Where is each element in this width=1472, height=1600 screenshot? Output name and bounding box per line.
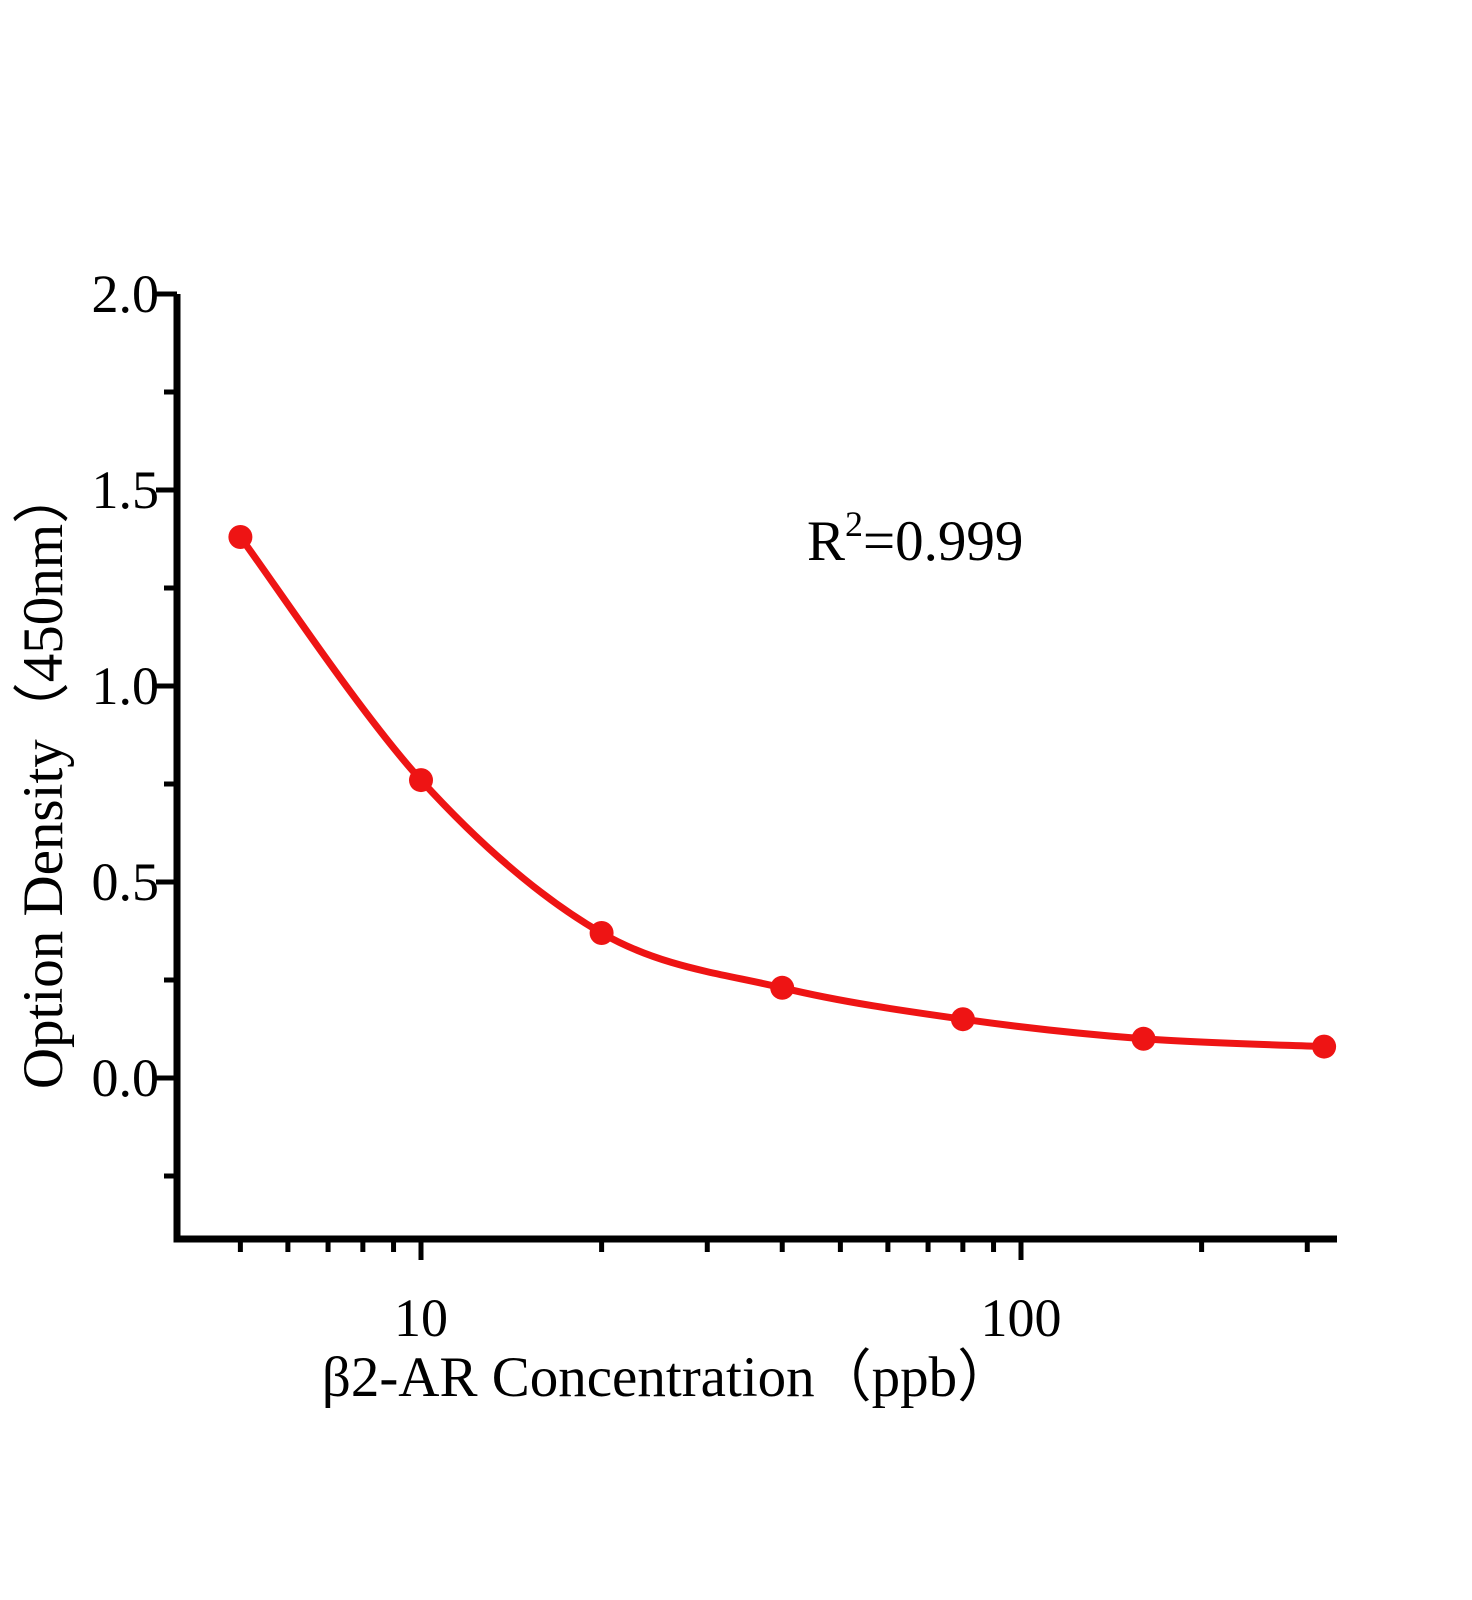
y-tick-label: 1.0	[92, 656, 160, 716]
y-axis-label: Option Density（450nm）	[12, 467, 75, 1089]
y-tick-label: 2.0	[92, 264, 160, 324]
x-axis-label: β2-AR Concentration（ppb）	[322, 1346, 1014, 1409]
axis-ticks	[156, 291, 1310, 1260]
series-standard-curve	[228, 525, 1337, 1059]
y-tick-label: 1.5	[92, 460, 160, 520]
x-tick-label: 100	[981, 1288, 1062, 1348]
r-squared-annotation: R2=0.999	[807, 504, 1023, 573]
y-tick-label: 0.0	[92, 1048, 160, 1108]
data-point-marker	[589, 921, 614, 945]
y-tick-label: 0.5	[92, 852, 160, 912]
axes	[173, 294, 1337, 1243]
data-point-marker	[950, 1007, 975, 1032]
data-point-marker	[409, 768, 433, 793]
x-tick-label: 10	[394, 1288, 448, 1348]
data-point-marker	[770, 975, 795, 1000]
tick-labels: 10 100 0.0 0.5 1.0 1.5 2.0	[92, 264, 1062, 1348]
fit-curve	[236, 533, 1328, 1051]
data-point-marker	[228, 525, 253, 549]
data-point-marker	[1131, 1026, 1156, 1051]
data-point-marker	[1312, 1034, 1337, 1059]
